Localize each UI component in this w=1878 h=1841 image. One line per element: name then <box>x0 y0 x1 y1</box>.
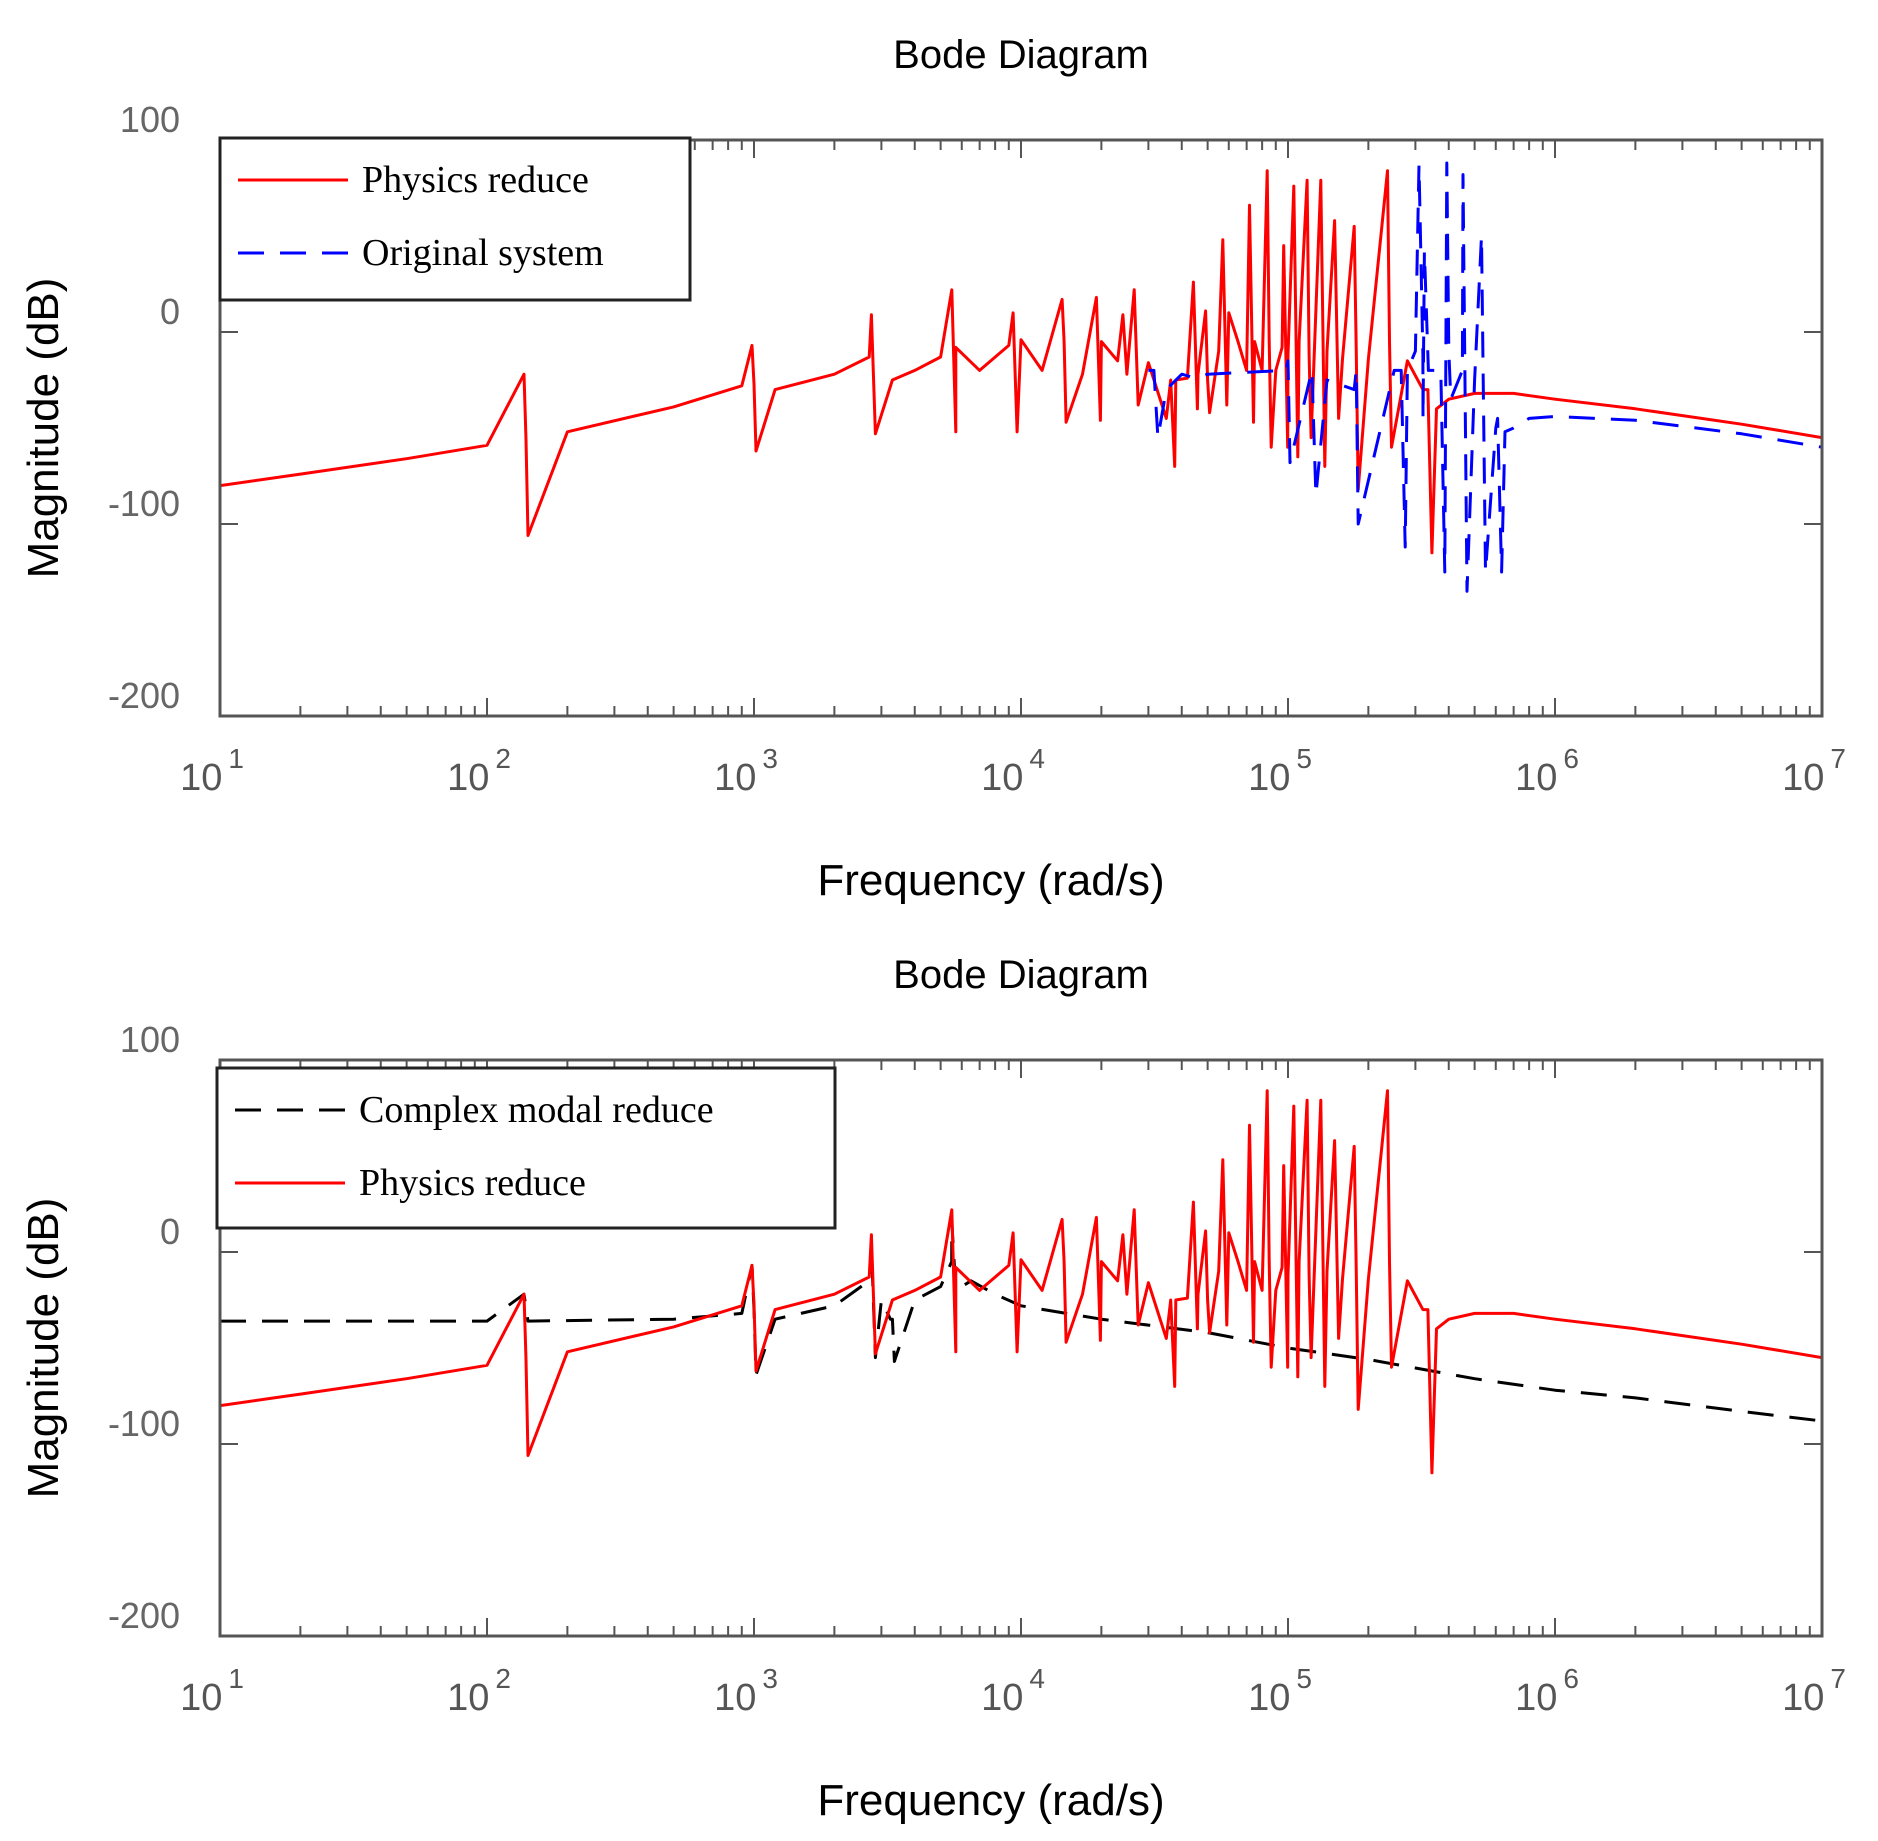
x-tick-label: 10 7 <box>1782 743 1846 799</box>
x-tick-label: 10 4 <box>981 743 1045 799</box>
legend: Complex modal reduce Physics reduce <box>215 1066 837 1230</box>
chart-title: Bode Diagram <box>893 953 1149 997</box>
legend-label: Physics reduce <box>362 159 589 201</box>
series-line-physics-reduce <box>220 1089 1822 1475</box>
legend-label: Complex modal reduce <box>359 1089 714 1131</box>
bode-panel-1: Bode Diagram 10 1 10 2 10 3 10 4 10 5 10 6 10 7 100 0 -10… <box>19 33 1846 905</box>
y-tick-label: 0 <box>160 291 180 332</box>
y-tick-label: -100 <box>108 1403 180 1444</box>
y-tick-label: 0 <box>160 1211 180 1252</box>
x-tick-label: 10 3 <box>714 743 778 799</box>
series-line-complex-modal-reduce <box>220 1219 1822 1423</box>
y-axis-label: Magnitude (dB) <box>19 1198 68 1499</box>
y-tick-label: 100 <box>120 1019 180 1060</box>
legend-label: Original system <box>362 232 604 274</box>
x-tick-label: 10 5 <box>1248 1663 1312 1719</box>
x-tick-label: 10 1 <box>180 1663 244 1719</box>
x-tick-label: 10 5 <box>1248 743 1312 799</box>
x-axis-label: Frequency (rad/s) <box>817 1776 1164 1825</box>
legend-box <box>215 1066 837 1230</box>
x-ticks <box>219 1060 1823 1636</box>
legend: Physics reduce Original system <box>218 136 692 302</box>
y-tick-label: -200 <box>108 675 180 716</box>
y-tick-label: 100 <box>120 99 180 140</box>
x-axis-label: Frequency (rad/s) <box>817 856 1164 905</box>
x-tick-label: 10 2 <box>447 743 511 799</box>
bode-panel-2: Bode Diagram 10 1 10 2 10 3 10 4 10 5 10 6 10 7 100 0 -10… <box>19 953 1846 1825</box>
chart-title: Bode Diagram <box>893 33 1149 77</box>
x-tick-label: 10 6 <box>1515 1663 1579 1719</box>
x-tick-label: 10 4 <box>981 1663 1045 1719</box>
series-line-physics-reduce <box>220 169 1822 555</box>
x-tick-label: 10 6 <box>1515 743 1579 799</box>
x-tick-label: 10 7 <box>1782 1663 1846 1719</box>
x-tick-label: 10 2 <box>447 1663 511 1719</box>
x-tick-label: 10 3 <box>714 1663 778 1719</box>
y-axis-label: Magnitude (dB) <box>19 278 68 579</box>
series-line-original-system <box>1148 161 1822 593</box>
y-tick-label: -200 <box>108 1595 180 1636</box>
series-group <box>220 161 1822 593</box>
y-tick-label: -100 <box>108 483 180 524</box>
legend-box <box>218 136 692 302</box>
legend-label: Physics reduce <box>359 1162 586 1204</box>
x-tick-label: 10 1 <box>180 743 244 799</box>
series-group <box>220 1089 1822 1475</box>
